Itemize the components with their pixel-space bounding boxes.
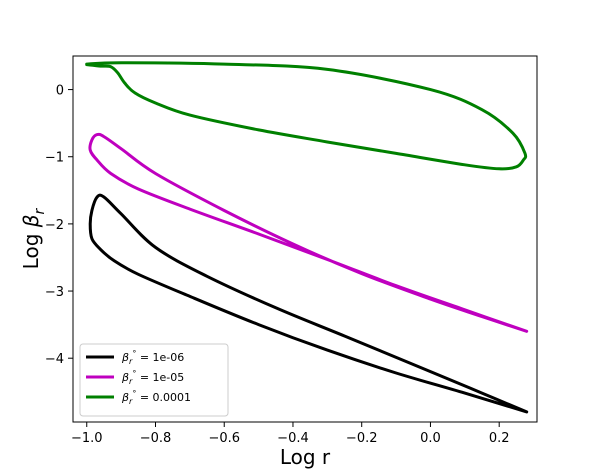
legend-box	[79, 343, 229, 417]
legend: βr° = 1e-06 βr° = 1e-05 βr° = 0.0001	[79, 343, 229, 417]
x-tick-label: 0.0	[420, 431, 441, 446]
legend-items: βr° = 1e-06 βr° = 1e-05 βr° = 0.0001	[86, 349, 191, 406]
x-tick-label: −0.2	[346, 431, 378, 446]
y-tick-label: 0	[56, 84, 64, 99]
plot-frame	[72, 55, 538, 423]
x-tick-label: −0.8	[140, 431, 172, 446]
series-lines	[85, 61, 529, 414]
x-axis-ticks: −1.0 −0.8 −0.6 −0.4 −0.2 0.0 0.2	[71, 422, 510, 446]
y-axis-label: Log βr	[19, 207, 48, 269]
legend-label-1: βr° = 1e-05	[121, 369, 184, 386]
series-line-0	[88, 193, 529, 414]
legend-label-2: βr° = 0.0001	[121, 389, 191, 406]
series-line-2	[85, 61, 528, 171]
y-axis-ticks: 0 −1 −2 −3 −4	[45, 84, 73, 367]
x-tick-label: −0.4	[277, 431, 309, 446]
x-tick-label: −0.6	[208, 431, 240, 446]
x-axis-label: Log r	[280, 445, 331, 469]
y-tick-label: −1	[45, 151, 64, 166]
x-tick-label: 0.2	[489, 431, 510, 446]
y-tick-label: −4	[45, 352, 64, 367]
legend-label-0: βr° = 1e-06	[121, 349, 184, 366]
y-tick-label: −2	[45, 218, 64, 233]
y-tick-label: −3	[45, 285, 64, 300]
series-line-1	[88, 132, 529, 333]
x-tick-label: −1.0	[71, 431, 103, 446]
